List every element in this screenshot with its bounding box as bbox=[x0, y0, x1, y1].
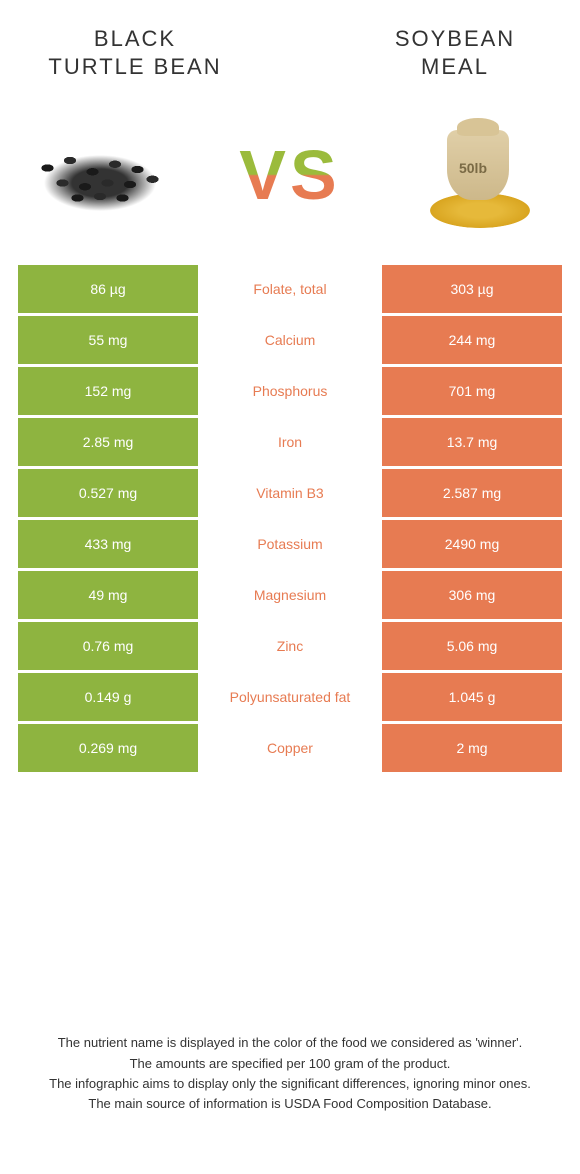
cell-left-value: 55 mg bbox=[18, 316, 198, 364]
cell-nutrient-label: Magnesium bbox=[198, 571, 382, 619]
cell-right-value: 2490 mg bbox=[382, 520, 562, 568]
cell-right-value: 2.587 mg bbox=[382, 469, 562, 517]
cell-left-value: 86 µg bbox=[18, 265, 198, 313]
footer-line: The nutrient name is displayed in the co… bbox=[45, 1033, 535, 1053]
cell-right-value: 244 mg bbox=[382, 316, 562, 364]
table-row: 0.269 mgCopper2 mg bbox=[18, 724, 562, 772]
cell-left-value: 0.269 mg bbox=[18, 724, 198, 772]
cell-right-value: 5.06 mg bbox=[382, 622, 562, 670]
cell-left-value: 0.76 mg bbox=[18, 622, 198, 670]
food-image-right: 50lb bbox=[400, 120, 560, 230]
cell-left-value: 152 mg bbox=[18, 367, 198, 415]
cell-right-value: 1.045 g bbox=[382, 673, 562, 721]
sack-weight-label: 50lb bbox=[459, 160, 487, 176]
cell-right-value: 13.7 mg bbox=[382, 418, 562, 466]
cell-right-value: 303 µg bbox=[382, 265, 562, 313]
table-row: 0.527 mgVitamin B32.587 mg bbox=[18, 469, 562, 517]
nutrient-table: 86 µgFolate, total303 µg55 mgCalcium244 … bbox=[18, 265, 562, 772]
footer-notes: The nutrient name is displayed in the co… bbox=[0, 1033, 580, 1114]
cell-nutrient-label: Iron bbox=[198, 418, 382, 466]
cell-left-value: 0.527 mg bbox=[18, 469, 198, 517]
table-row: 0.76 mgZinc5.06 mg bbox=[18, 622, 562, 670]
table-row: 152 mgPhosphorus701 mg bbox=[18, 367, 562, 415]
cell-right-value: 2 mg bbox=[382, 724, 562, 772]
food-title-left: BLACKTURTLE BEAN bbox=[40, 25, 230, 80]
images-row: VS 50lb bbox=[0, 90, 580, 250]
footer-line: The main source of information is USDA F… bbox=[45, 1094, 535, 1114]
cell-nutrient-label: Zinc bbox=[198, 622, 382, 670]
vs-label: VS bbox=[239, 135, 340, 215]
cell-right-value: 306 mg bbox=[382, 571, 562, 619]
footer-line: The amounts are specified per 100 gram o… bbox=[45, 1054, 535, 1074]
soybean-sack-icon: 50lb bbox=[425, 120, 535, 230]
cell-nutrient-label: Folate, total bbox=[198, 265, 382, 313]
table-row: 433 mgPotassium2490 mg bbox=[18, 520, 562, 568]
cell-nutrient-label: Copper bbox=[198, 724, 382, 772]
cell-left-value: 49 mg bbox=[18, 571, 198, 619]
table-row: 55 mgCalcium244 mg bbox=[18, 316, 562, 364]
cell-left-value: 433 mg bbox=[18, 520, 198, 568]
cell-left-value: 0.149 g bbox=[18, 673, 198, 721]
cell-nutrient-label: Phosphorus bbox=[198, 367, 382, 415]
table-row: 49 mgMagnesium306 mg bbox=[18, 571, 562, 619]
footer-line: The infographic aims to display only the… bbox=[45, 1074, 535, 1094]
cell-nutrient-label: Potassium bbox=[198, 520, 382, 568]
header: BLACKTURTLE BEAN SOYBEANMEAL bbox=[0, 0, 580, 90]
black-beans-icon bbox=[25, 138, 175, 213]
cell-nutrient-label: Vitamin B3 bbox=[198, 469, 382, 517]
table-row: 86 µgFolate, total303 µg bbox=[18, 265, 562, 313]
table-row: 0.149 gPolyunsaturated fat1.045 g bbox=[18, 673, 562, 721]
cell-right-value: 701 mg bbox=[382, 367, 562, 415]
cell-left-value: 2.85 mg bbox=[18, 418, 198, 466]
table-row: 2.85 mgIron13.7 mg bbox=[18, 418, 562, 466]
food-title-right: SOYBEANMEAL bbox=[370, 25, 540, 80]
cell-nutrient-label: Polyunsaturated fat bbox=[198, 673, 382, 721]
cell-nutrient-label: Calcium bbox=[198, 316, 382, 364]
food-image-left bbox=[20, 120, 180, 230]
